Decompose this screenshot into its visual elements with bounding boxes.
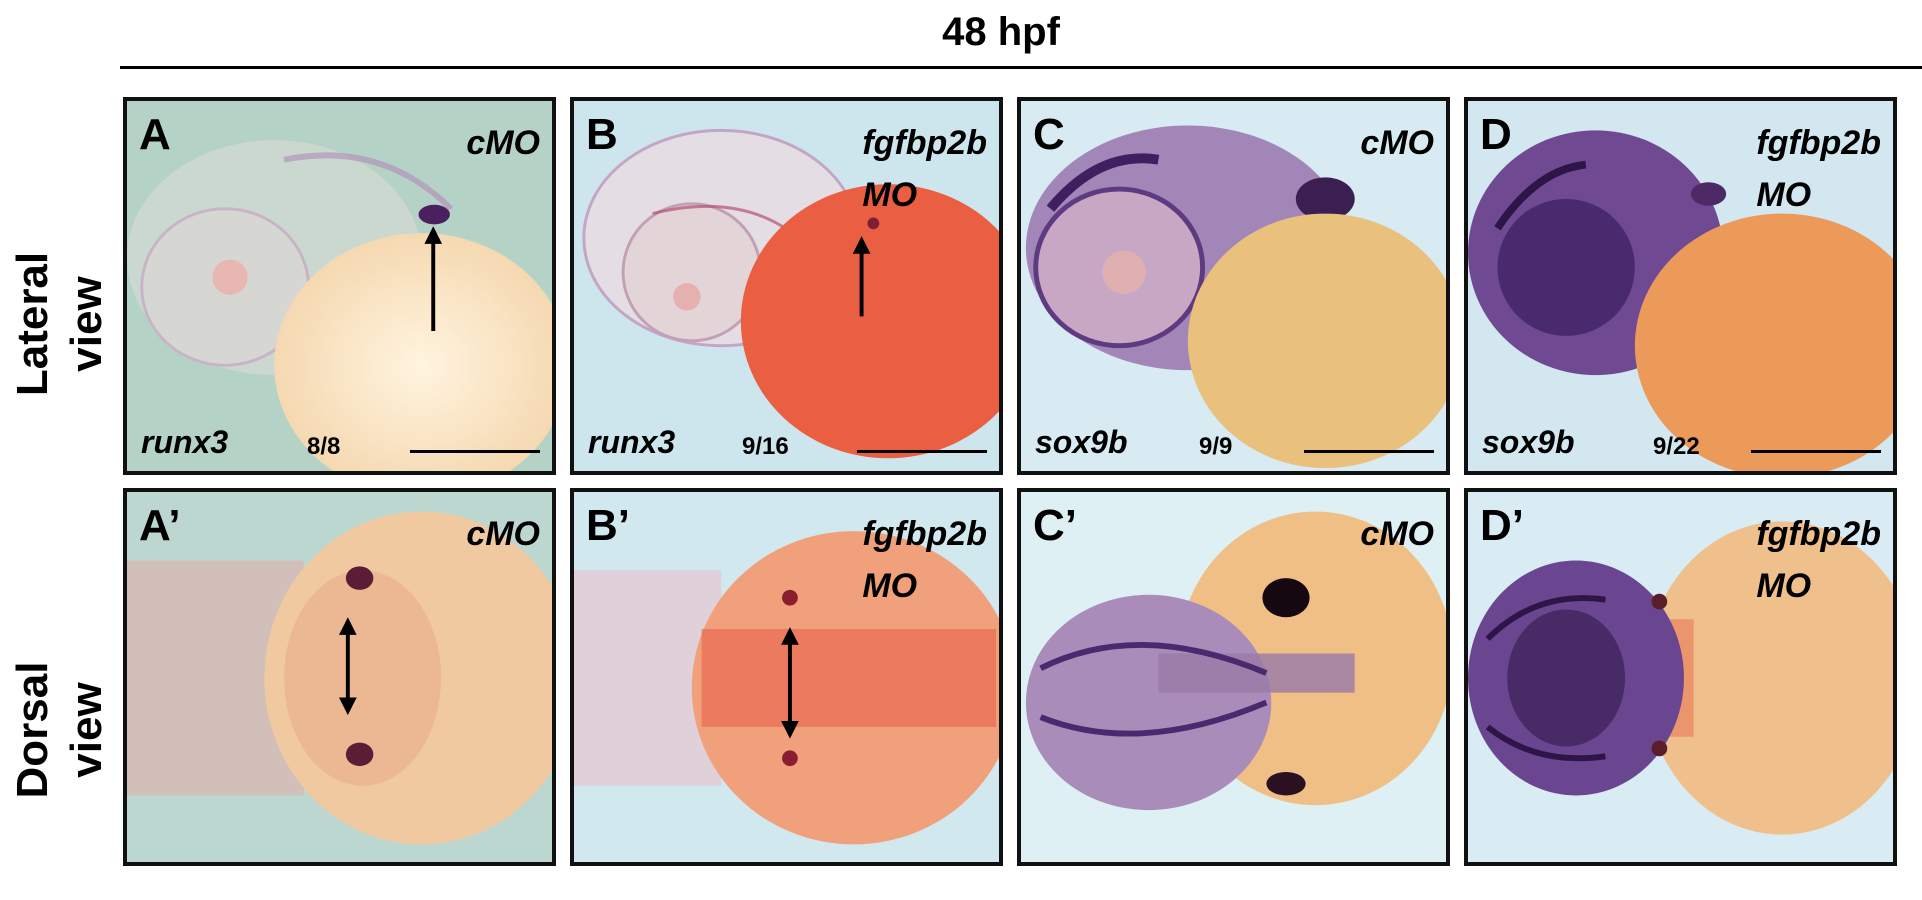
condition-line1: cMO (466, 515, 540, 553)
panel-label: B’ (586, 501, 630, 550)
condition-label: cMO (466, 508, 540, 560)
embryo-image-c (1021, 101, 1446, 471)
gene-label: sox9b (1035, 424, 1128, 460)
row-label-dorsal-line2: view (62, 682, 111, 778)
embryo-image-b (574, 101, 999, 471)
embryo-image-a-prime (127, 492, 552, 862)
row-label-lateral: Lateral view (6, 174, 114, 474)
condition-line1: fgfbp2b (862, 515, 987, 553)
condition-label: fgfbp2b MO (862, 508, 987, 612)
panel-label: C (1033, 110, 1065, 159)
panel-a-prime: A’ cMO (123, 488, 556, 866)
panel-b: B fgfbp2b MO runx3 9/16 (570, 97, 1003, 475)
gene-label: runx3 (141, 424, 229, 460)
stage-title: 48 hpf (942, 10, 1060, 54)
panel-label: A’ (139, 501, 181, 550)
gene-label: sox9b (1482, 424, 1575, 460)
condition-line1: fgfbp2b (1756, 515, 1881, 553)
condition-label: cMO (1360, 117, 1434, 169)
panel-b-prime: B’ fgfbp2b MO (570, 488, 1003, 866)
gene-label: runx3 (588, 424, 676, 460)
scale-bar (857, 450, 987, 453)
condition-line1: cMO (1360, 515, 1434, 553)
embryo-image-a (127, 101, 552, 471)
panel-label: B (586, 110, 618, 159)
header-rule (120, 66, 1922, 69)
condition-label: fgfbp2b MO (1756, 508, 1881, 612)
condition-label: fgfbp2b MO (1756, 117, 1881, 221)
condition-line2: MO (1756, 176, 1812, 214)
figure-header: 48 hpf (0, 10, 1922, 55)
condition-label: cMO (466, 117, 540, 169)
embryo-image-c-prime (1021, 492, 1446, 862)
condition-line1: fgfbp2b (1756, 124, 1881, 162)
panel-d: D fgfbp2b MO sox9b 9/22 (1464, 97, 1897, 475)
scale-bar (1304, 450, 1434, 453)
row-label-dorsal: Dorsal view (6, 580, 114, 880)
embryo-image-d (1468, 101, 1893, 471)
condition-line1: cMO (466, 124, 540, 162)
condition-line1: cMO (1360, 124, 1434, 162)
panel-d-prime: D’ fgfbp2b MO (1464, 488, 1897, 866)
condition-label: fgfbp2b MO (862, 117, 987, 221)
scale-bar (410, 450, 540, 453)
count-label: 8/8 (307, 433, 341, 460)
panel-label: D (1480, 110, 1512, 159)
panel-label: C’ (1033, 501, 1077, 550)
embryo-image-d-prime (1468, 492, 1893, 862)
panel-a: A cMO runx3 8/8 (123, 97, 556, 475)
scale-bar (1751, 450, 1881, 453)
count-label: 9/16 (742, 433, 789, 460)
condition-line2: MO (862, 176, 918, 214)
condition-line2: MO (862, 567, 918, 605)
condition-line2: MO (1756, 567, 1812, 605)
condition-label: cMO (1360, 508, 1434, 560)
row-label-lateral-line2: view (62, 276, 111, 372)
condition-line1: fgfbp2b (862, 124, 987, 162)
row-label-dorsal-line1: Dorsal (8, 661, 57, 799)
count-label: 9/22 (1653, 433, 1700, 460)
row-label-lateral-line1: Lateral (8, 251, 57, 397)
count-label: 9/9 (1199, 433, 1233, 460)
panel-c: C cMO sox9b 9/9 (1017, 97, 1450, 475)
panel-label: D’ (1480, 501, 1524, 550)
embryo-image-b-prime (574, 492, 999, 862)
panel-c-prime: C’ cMO (1017, 488, 1450, 866)
panel-label: A (139, 110, 171, 159)
